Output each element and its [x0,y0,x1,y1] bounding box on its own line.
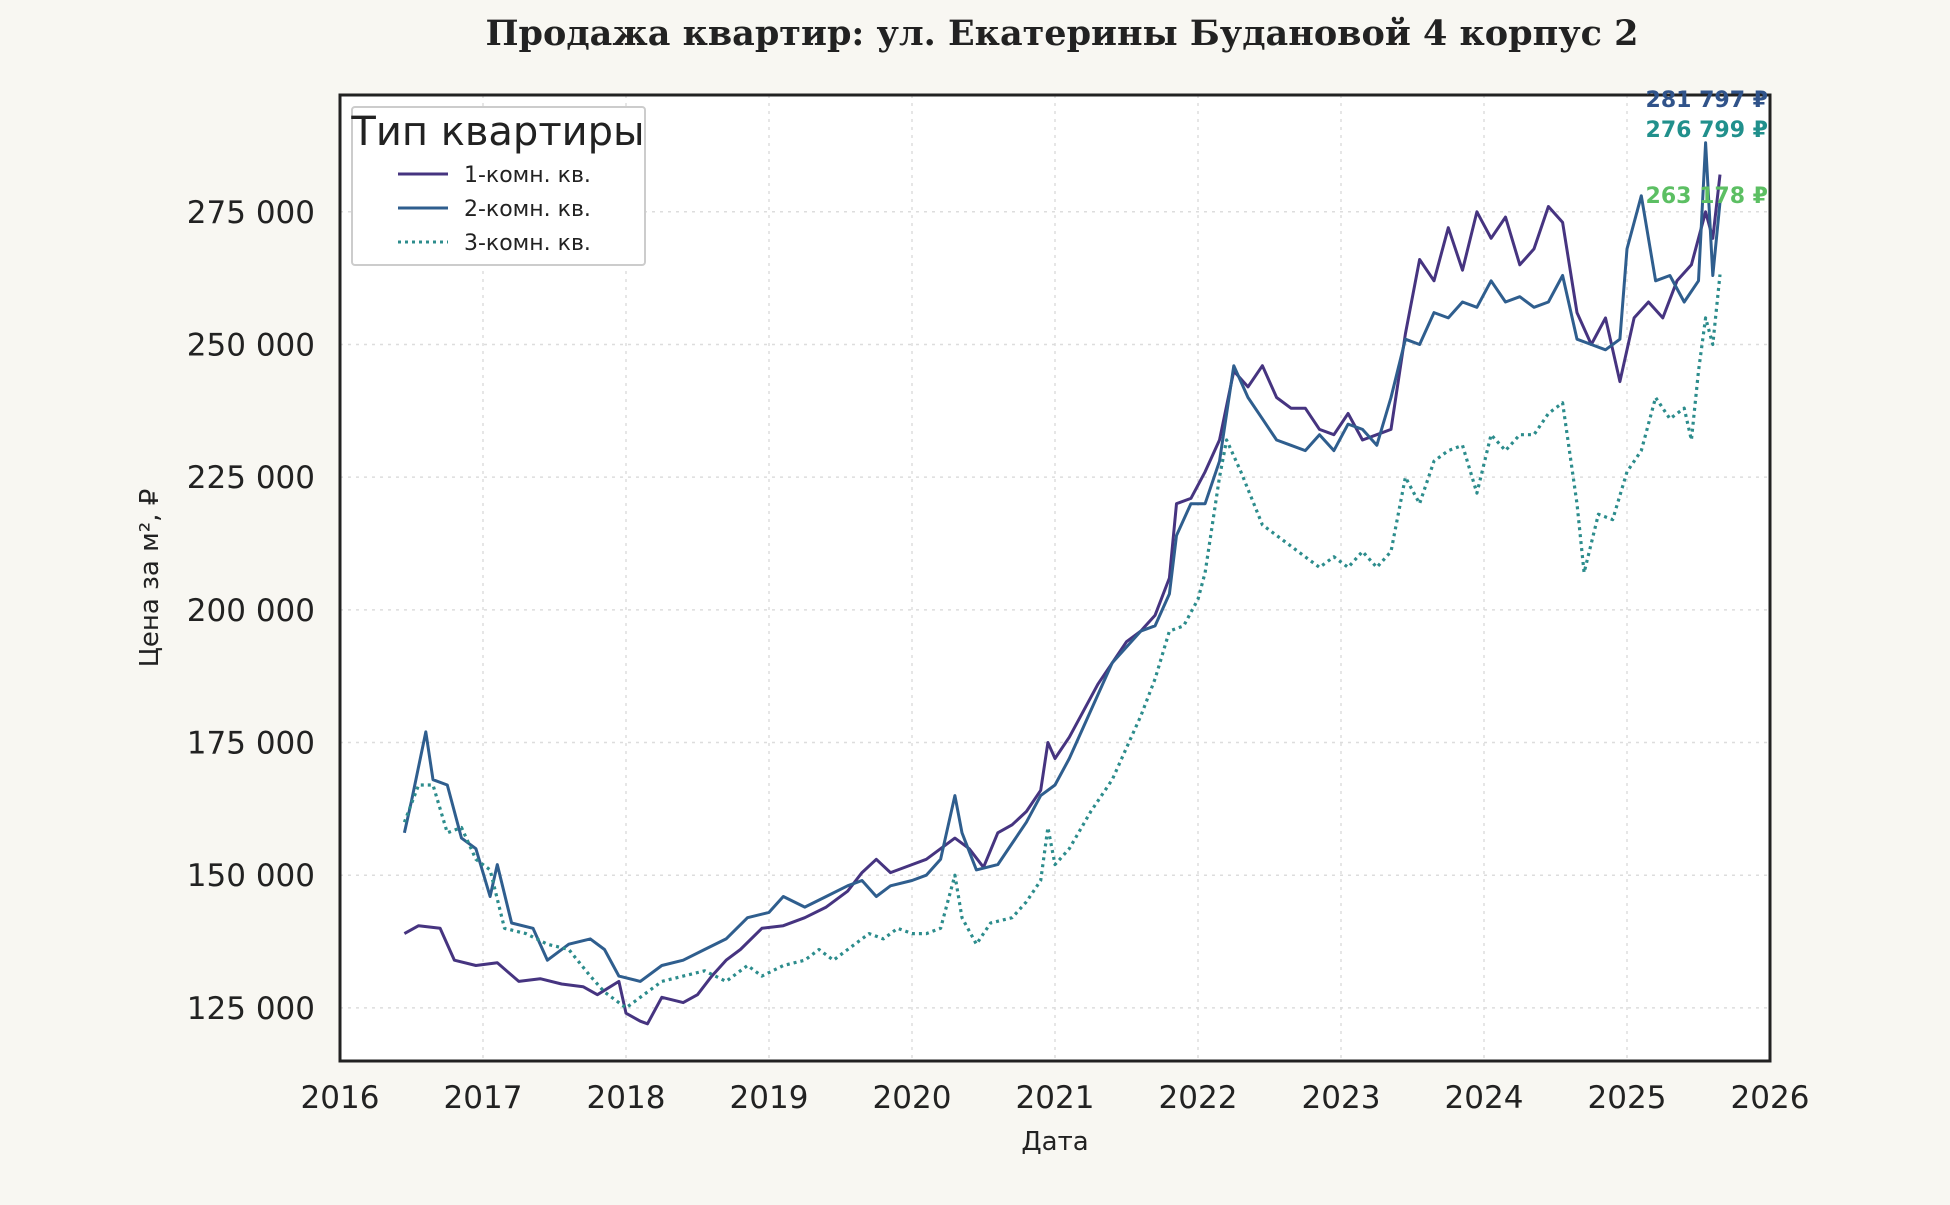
legend-label-1: 1-комн. кв. [464,163,591,188]
x-tick-label: 2024 [1445,1080,1524,1116]
y-tick-label: 125 000 [187,991,315,1027]
y-tick-label: 150 000 [187,858,315,894]
x-tick-label: 2022 [1159,1080,1238,1116]
x-axis-label: Дата [1021,1127,1088,1157]
x-tick-label: 2019 [730,1080,809,1116]
x-tick-label: 2025 [1588,1080,1667,1116]
x-tick-label: 2026 [1731,1080,1810,1116]
series-line-3 [402,274,1722,1010]
chart-title: Продажа квартир: ул. Екатерины Будановой… [485,13,1638,54]
legend-box [351,106,646,266]
x-tick-label: 2018 [587,1080,666,1116]
x-tick-label: 2020 [873,1080,952,1116]
plot-frame [338,93,1772,1063]
y-tick-label: 250 000 [187,327,315,363]
end-value-label-2: 276 799 ₽ [1646,118,1768,143]
legend-items: 1-комн. кв. 2-комн. кв. 3-комн. кв. [398,163,591,256]
legend-title: Тип квартиры [350,109,644,155]
end-value-labels: 281 797 ₽ 276 799 ₽ 263 178 ₽ [1646,88,1768,209]
x-tick-label: 2023 [1302,1080,1381,1116]
x-tick-label: 2016 [301,1080,380,1116]
y-tick-label: 275 000 [187,195,315,231]
series-layer [402,141,1722,1026]
x-axis-ticks: 2016 2017 2018 2019 2020 2021 2022 2023 2024 2025… [301,1080,1810,1116]
y-axis-label: Цена за м², ₽ [135,489,165,668]
y-tick-label: 225 000 [187,460,315,496]
y-axis-ticks: 125 000 150 000 175 000 200 000 225 000 250 0… [187,195,315,1027]
end-value-label-3: 263 178 ₽ [1646,184,1768,209]
x-tick-label: 2021 [1016,1080,1095,1116]
legend-label-3: 3-комн. кв. [464,231,591,256]
end-value-label-1: 281 797 ₽ [1646,88,1768,113]
y-tick-label: 200 000 [187,593,315,629]
legend-label-2: 2-комн. кв. [464,197,591,222]
legend: Тип квартиры 1-комн. кв. 2-комн. кв. 3-ком… [350,106,646,266]
x-tick-label: 2017 [444,1080,523,1116]
y-tick-label: 175 000 [187,726,315,762]
series-line-2 [402,141,1722,983]
